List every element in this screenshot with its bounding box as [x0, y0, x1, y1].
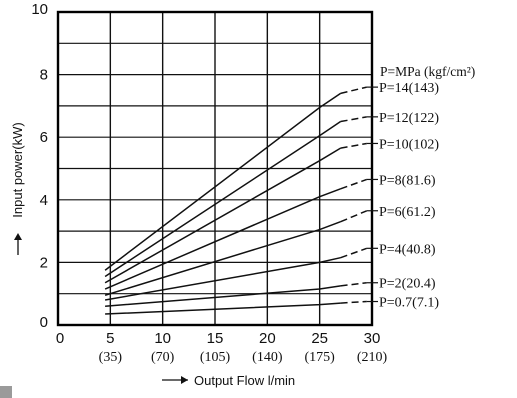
x-tick-label-secondary: (175): [305, 350, 336, 365]
series-label: P=12(122): [379, 111, 439, 126]
series-line-extrapolated: [340, 116, 367, 123]
series: P=10(102): [104, 137, 439, 284]
x-tick-label: 15: [207, 330, 224, 347]
series-line-extrapolated: [340, 247, 368, 259]
x-axis-label: Output Flow l/min: [194, 373, 295, 388]
series: P=2(20.4): [105, 277, 436, 307]
legend-header: P=MPa (kgf/cm²): [380, 64, 475, 79]
series: P=4(40.8): [104, 242, 436, 301]
labels-layer: P=MPa (kgf/cm²) Output Flow l/min Input …: [10, 64, 475, 388]
y-tick-label: 10: [31, 1, 48, 18]
series-line-extrapolated: [340, 300, 367, 304]
x-tick-label: 10: [154, 330, 171, 347]
series-label: P=8(81.6): [379, 173, 436, 188]
series-line-extrapolated: [340, 178, 368, 190]
series: P=14(143): [104, 81, 439, 271]
series-line: [105, 285, 341, 307]
x-tick-label-secondary: (35): [99, 350, 123, 365]
series-line: [104, 92, 342, 271]
y-tick-label: 6: [40, 129, 48, 146]
x-tick-label: 20: [259, 330, 276, 347]
series-label: P=4(40.8): [379, 242, 436, 257]
series-line-extrapolated: [340, 210, 368, 223]
x-tick-label-secondary: (70): [151, 350, 175, 365]
series: P=12(122): [104, 111, 439, 278]
x-tick-label: 25: [311, 330, 328, 347]
y-axis-arrowhead: [14, 233, 22, 240]
series-label: P=10(102): [379, 137, 439, 152]
series-label: P=14(143): [379, 81, 439, 96]
y-axis-label: Input power(kW): [10, 122, 25, 217]
series-line-extrapolated: [340, 86, 367, 95]
series-line: [104, 120, 342, 278]
series-line: [104, 221, 341, 296]
x-tick-label-secondary: (105): [200, 350, 231, 365]
series-line-extrapolated: [340, 142, 367, 149]
x-tick-label: 30: [364, 330, 381, 347]
ticks-layer: 0 2 4 6 8 10 0 5 10 15 20 25 30 (35) (70) (105) (140) (17…: [14, 1, 387, 384]
series-line: [105, 302, 341, 315]
y-tick-label: 0: [40, 314, 48, 331]
x-tick-label-secondary: (140): [252, 350, 283, 365]
x-tick-label-secondary: (210): [357, 350, 388, 365]
series-label: P=2(20.4): [379, 277, 436, 292]
series-line: [104, 147, 341, 284]
plot-border: [56, 10, 374, 327]
y-tick-label: 4: [40, 192, 48, 209]
series-line: [104, 188, 341, 290]
y-tick-label: 8: [40, 67, 48, 84]
series: P=8(81.6): [104, 173, 436, 290]
x-axis-arrowhead: [181, 376, 188, 384]
x-tick-label: 5: [106, 330, 114, 347]
series-label: P=6(61.2): [379, 205, 436, 220]
series-line-extrapolated: [340, 282, 367, 287]
series-label: P=0.7(7.1): [379, 296, 439, 311]
plot-frame: [56, 10, 374, 327]
series-layer: P=14(143) P=12(122) P=10(102) P=8(81.6) P=6(…: [104, 81, 439, 315]
y-tick-label: 2: [40, 254, 48, 271]
series: P=6(61.2): [104, 205, 436, 296]
corner-badge: [0, 386, 12, 398]
series-line: [104, 256, 341, 301]
grid: [58, 12, 372, 325]
series: P=0.7(7.1): [105, 296, 439, 315]
x-tick-label: 0: [56, 330, 64, 347]
